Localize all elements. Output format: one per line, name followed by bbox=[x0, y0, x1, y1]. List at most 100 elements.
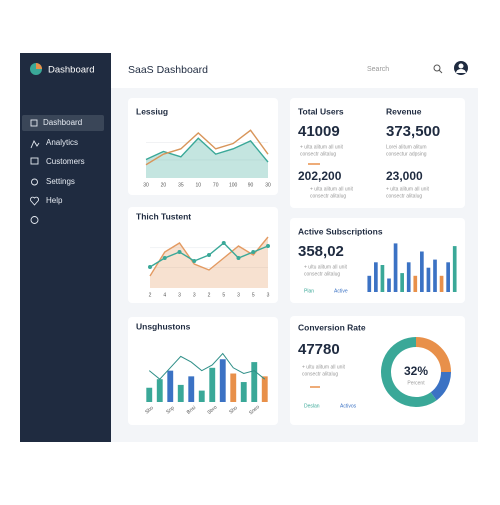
stat-note: consectr alitalug bbox=[304, 271, 340, 277]
legend: Deslan bbox=[304, 403, 320, 409]
stat-value: 358,02 bbox=[298, 243, 344, 260]
bar bbox=[406, 262, 411, 292]
point bbox=[148, 265, 152, 269]
point bbox=[266, 244, 270, 248]
avatar bbox=[458, 63, 464, 69]
line bbox=[149, 236, 269, 277]
bar bbox=[188, 376, 195, 402]
x-tick-label: Sho bbox=[228, 405, 239, 415]
nav-item[interactable]: Settings bbox=[46, 177, 75, 186]
point bbox=[162, 256, 167, 260]
point bbox=[177, 250, 182, 254]
bar bbox=[230, 373, 237, 402]
stat-note: consectr alitalug bbox=[310, 193, 346, 199]
point bbox=[221, 241, 226, 245]
x-tick-label: Sbro bbox=[206, 404, 218, 416]
x-tick-label: 2 bbox=[149, 292, 152, 298]
bar bbox=[367, 275, 372, 292]
point bbox=[251, 250, 256, 254]
x-tick-label: 5 bbox=[252, 292, 255, 298]
bar bbox=[177, 384, 184, 402]
bar bbox=[387, 278, 391, 292]
stat-value: 41009 bbox=[298, 123, 340, 140]
stat-value: 373,500 bbox=[386, 123, 440, 140]
donut-segment bbox=[415, 337, 451, 373]
x-tick-label: 10 bbox=[196, 182, 202, 188]
bar bbox=[251, 362, 258, 402]
bar bbox=[452, 246, 457, 292]
bar bbox=[420, 251, 424, 292]
nav-item[interactable]: Help bbox=[46, 196, 63, 205]
donut-center: 32% bbox=[404, 364, 428, 378]
x-tick-label: 35 bbox=[178, 182, 184, 188]
nav-item[interactable]: Dashboard bbox=[43, 118, 82, 127]
x-tick-label: 4 bbox=[163, 292, 166, 298]
stat-value: 23,000 bbox=[386, 169, 423, 183]
stat-note: + ultu alitum all unit bbox=[304, 264, 348, 270]
legend: Activos bbox=[340, 403, 357, 409]
bar bbox=[433, 259, 437, 292]
stat-note: + ulta alitum all unit bbox=[386, 186, 430, 192]
nav-item[interactable]: Analytics bbox=[46, 138, 78, 147]
bar bbox=[209, 367, 216, 402]
x-tick-label: Snp bbox=[165, 405, 176, 415]
stat-value: 202,200 bbox=[298, 169, 342, 183]
brand: Dashboard bbox=[48, 65, 94, 76]
page-title: SaaS Dashboard bbox=[128, 64, 208, 76]
sidebar bbox=[20, 53, 111, 442]
bar bbox=[439, 275, 444, 292]
card-title: Active Subscriptions bbox=[298, 226, 383, 236]
search[interactable]: Search bbox=[367, 66, 389, 73]
area bbox=[146, 138, 268, 178]
x-tick-label: 3 bbox=[193, 292, 196, 298]
nav-active[interactable] bbox=[22, 115, 104, 131]
bar bbox=[446, 262, 450, 292]
x-tick-label: 3 bbox=[267, 292, 270, 298]
stat-note: Lorei alitum alitum bbox=[386, 144, 427, 150]
bar bbox=[374, 262, 378, 292]
search-icon[interactable] bbox=[433, 64, 443, 74]
stat-value: 47780 bbox=[298, 341, 340, 358]
card-title: Unsghustons bbox=[136, 321, 191, 331]
card-title: Lessiug bbox=[136, 106, 168, 116]
bar bbox=[261, 376, 268, 402]
topbar bbox=[111, 53, 478, 88]
legend: Plan bbox=[304, 288, 314, 294]
bar bbox=[380, 265, 385, 292]
x-tick-label: 3 bbox=[237, 292, 240, 298]
point bbox=[192, 259, 197, 263]
nav-icons bbox=[30, 119, 40, 224]
x-tick-label: 70 bbox=[213, 182, 219, 188]
bar bbox=[426, 267, 431, 292]
bar bbox=[413, 275, 418, 292]
nav-item[interactable]: Customers bbox=[46, 157, 85, 166]
bar bbox=[400, 273, 404, 292]
bar bbox=[156, 379, 163, 402]
x-tick-label: 100 bbox=[229, 182, 238, 188]
stat-note: consectr alitalug bbox=[300, 151, 336, 157]
x-tick-label: Sbo bbox=[144, 405, 155, 415]
stat-note: + ulta alitum all unit bbox=[310, 186, 354, 192]
line bbox=[148, 352, 266, 380]
stat-note: consectr alitalug bbox=[302, 371, 338, 377]
point bbox=[236, 256, 241, 260]
bar bbox=[167, 370, 174, 402]
stat-title: Total Users bbox=[298, 106, 344, 116]
bar bbox=[240, 382, 247, 402]
stat-note: + ulta alitum all unit bbox=[300, 144, 344, 150]
stat-title: Revenue bbox=[386, 106, 422, 116]
x-tick-label: 20 bbox=[161, 182, 167, 188]
x-tick-label: 3 bbox=[178, 292, 181, 298]
x-tick-label: 30 bbox=[143, 182, 149, 188]
card-title: Conversion Rate bbox=[298, 322, 366, 332]
donut-segment bbox=[430, 371, 451, 401]
bar bbox=[146, 387, 153, 402]
bar bbox=[219, 359, 226, 402]
logo bbox=[36, 63, 42, 69]
stat-note: + ultu alitum all unit bbox=[302, 364, 346, 370]
x-tick-label: 90 bbox=[248, 182, 254, 188]
stat-note: consectr alitalug bbox=[386, 193, 422, 199]
bar bbox=[393, 243, 398, 292]
donut-segment bbox=[381, 337, 437, 407]
